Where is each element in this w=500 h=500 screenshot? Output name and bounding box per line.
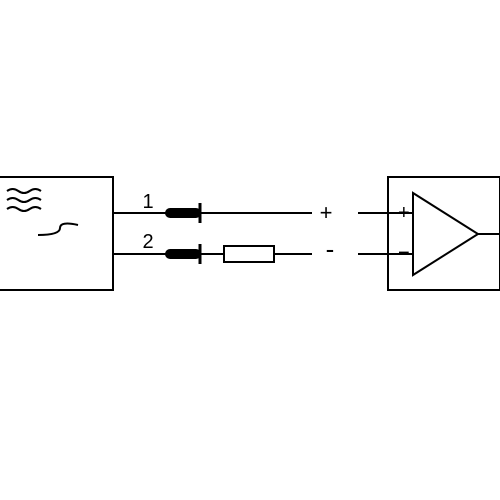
wire-label: 2 xyxy=(142,231,153,253)
sensor-wave-icon xyxy=(7,207,41,211)
resistor-icon xyxy=(224,246,274,262)
sensor-wave-icon xyxy=(7,189,41,193)
sensor-wave-icon xyxy=(7,198,41,202)
polarity-label: - xyxy=(326,234,335,264)
sensor-switch-icon xyxy=(38,224,78,235)
amp-minus-label: − xyxy=(398,242,410,264)
amp-plus-label: + xyxy=(398,202,410,224)
polarity-label: + xyxy=(320,200,333,225)
wire-label: 1 xyxy=(142,191,153,213)
